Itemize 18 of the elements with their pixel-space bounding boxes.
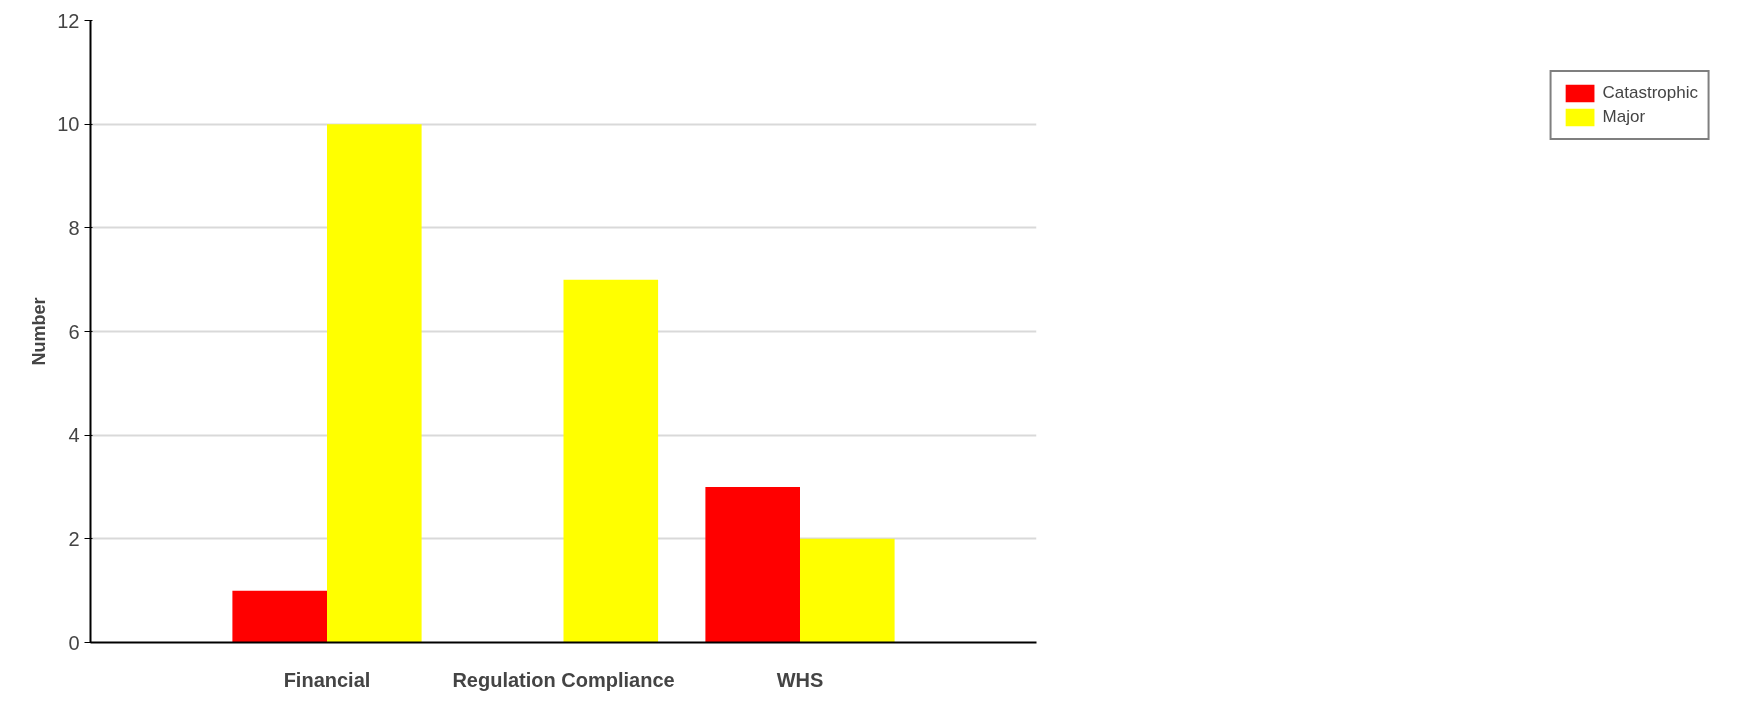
y-axis-title: Number bbox=[29, 297, 50, 366]
x-tick-label: Regulation Compliance bbox=[452, 668, 675, 691]
y-tick-label: 4 bbox=[68, 424, 80, 447]
x-tick-label: Financial bbox=[283, 668, 371, 691]
legend-label: Major bbox=[1602, 107, 1646, 127]
bar bbox=[327, 124, 422, 643]
bar bbox=[563, 279, 659, 643]
x-tick-label: WHS bbox=[776, 668, 824, 691]
bar bbox=[800, 538, 895, 643]
y-tick-label: 0 bbox=[68, 631, 80, 654]
legend-label: Catastrophic bbox=[1602, 83, 1698, 103]
y-tick-label: 10 bbox=[57, 113, 80, 136]
y-tick-label: 8 bbox=[68, 216, 80, 239]
y-tick-label: 2 bbox=[68, 527, 80, 550]
y-tick-label: 6 bbox=[68, 320, 80, 343]
bar bbox=[232, 590, 327, 643]
y-tick-label: 12 bbox=[57, 9, 80, 32]
bar bbox=[705, 487, 800, 643]
